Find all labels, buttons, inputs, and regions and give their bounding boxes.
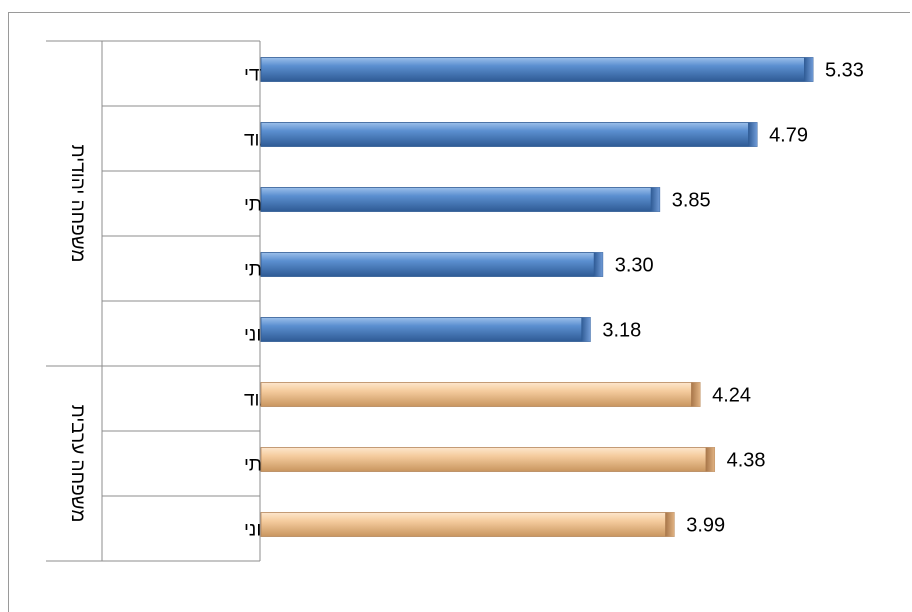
group-label: משפחה יהודית: [67, 145, 88, 263]
value-labels: 5.33 4.79 3.85 3.30 3.18 4.24 4.38 3.99: [602, 60, 864, 537]
value-label: 3.85: [672, 190, 711, 212]
value-label: 3.30: [615, 255, 654, 277]
bar: [260, 382, 701, 407]
bar-body: [260, 187, 661, 212]
value-label: 4.38: [727, 450, 766, 472]
bar-end-cap: [705, 447, 715, 472]
bar-chart: חרדידתי מאודדתימסורתיחילונימשפחה יהודיתד…: [46, 40, 864, 562]
bar: [260, 317, 591, 342]
bar-body: [260, 317, 591, 342]
bar-end-cap: [581, 317, 591, 342]
value-label: 5.33: [825, 60, 864, 82]
category-axis: חרדידתי מאודדתימסורתיחילונימשפחה יהודיתד…: [46, 40, 352, 562]
bar-end-cap: [593, 252, 603, 277]
bar: [260, 122, 758, 147]
chart-frame: חרדידתי מאודדתימסורתיחילונימשפחה יהודיתד…: [8, 12, 910, 612]
value-label: 3.99: [686, 515, 725, 537]
value-label: 4.24: [712, 385, 751, 407]
bar-body: [260, 447, 716, 472]
value-label: 3.18: [602, 320, 641, 342]
bar-end-cap: [748, 122, 758, 147]
bar-body: [260, 512, 675, 537]
bar-body: [260, 252, 604, 277]
bar-end-cap: [650, 187, 660, 212]
bar-end-cap: [691, 382, 701, 407]
bar-body: [260, 122, 758, 147]
bar: [260, 512, 675, 537]
bar-body: [260, 382, 701, 407]
value-label: 4.79: [769, 125, 808, 147]
bars: [260, 57, 814, 537]
group-label: משפחה ערבית: [67, 405, 88, 523]
bar-body: [260, 57, 814, 82]
bar: [260, 252, 604, 277]
bar: [260, 57, 814, 82]
bar: [260, 187, 661, 212]
bar-end-cap: [804, 57, 813, 82]
bar: [260, 447, 716, 472]
bar-end-cap: [665, 512, 675, 537]
